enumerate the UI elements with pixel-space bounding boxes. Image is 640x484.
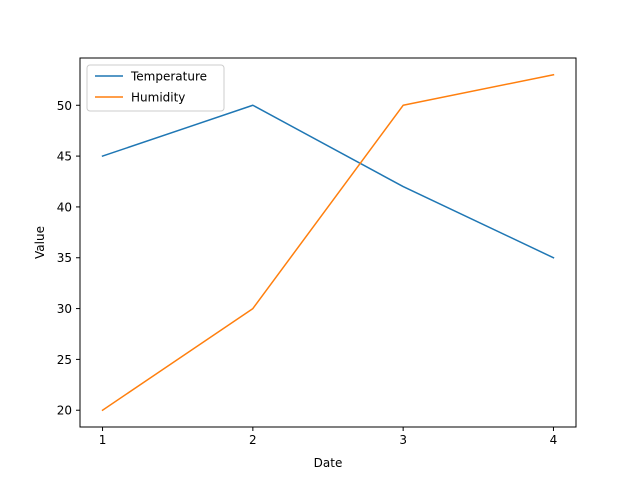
legend: Temperature Humidity xyxy=(87,65,224,111)
y-tick-label: 25 xyxy=(57,353,72,367)
y-axis-label: Value xyxy=(33,226,47,259)
legend-label: Humidity xyxy=(131,91,185,105)
y-tick-label: 40 xyxy=(57,200,72,214)
x-tick-label: 3 xyxy=(399,433,407,447)
x-axis-label: Date xyxy=(314,456,343,470)
x-tick-label: 1 xyxy=(99,433,107,447)
x-tick-label: 2 xyxy=(249,433,257,447)
y-tick-label: 35 xyxy=(57,251,72,265)
legend-label: Temperature xyxy=(130,70,207,84)
y-tick-label: 30 xyxy=(57,302,72,316)
x-tick-label: 4 xyxy=(550,433,558,447)
y-tick-label: 45 xyxy=(57,150,72,164)
y-tick-label: 20 xyxy=(57,404,72,418)
y-tick-label: 50 xyxy=(57,99,72,113)
